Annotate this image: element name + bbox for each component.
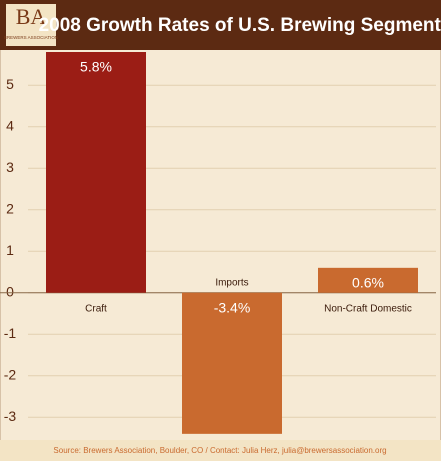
x-tick-label: Craft (85, 303, 107, 314)
logo-mark: BA (16, 4, 47, 29)
bar (46, 52, 146, 293)
y-tick-label: -2 (4, 366, 17, 382)
data-label: 0.6% (352, 275, 384, 291)
logo-box (6, 4, 56, 46)
y-tick-label: 3 (6, 159, 14, 175)
chart-title: 2008 Growth Rates of U.S. Brewing Segmen… (39, 15, 441, 36)
y-tick-label: 0 (6, 283, 14, 299)
data-label: 5.8% (80, 59, 112, 75)
y-tick-label: -3 (4, 408, 17, 424)
x-tick-label: Imports (215, 277, 248, 288)
y-tick-label: 4 (6, 117, 14, 133)
x-tick-label: Non-Craft Domestic (324, 303, 412, 314)
footer (0, 440, 441, 461)
y-tick-label: -1 (4, 325, 17, 341)
header (0, 0, 441, 50)
bar (182, 292, 282, 434)
source: Source: Brewers Association, Boulder, CO… (53, 446, 386, 455)
bar (318, 267, 418, 293)
y-tick-label: 1 (6, 242, 14, 258)
logo-text: BREWERS ASSOCIATION (4, 35, 58, 40)
data-label: -3.4% (214, 299, 251, 315)
y-tick-label: 2 (6, 200, 14, 216)
y-tick-label: 5 (6, 76, 14, 92)
